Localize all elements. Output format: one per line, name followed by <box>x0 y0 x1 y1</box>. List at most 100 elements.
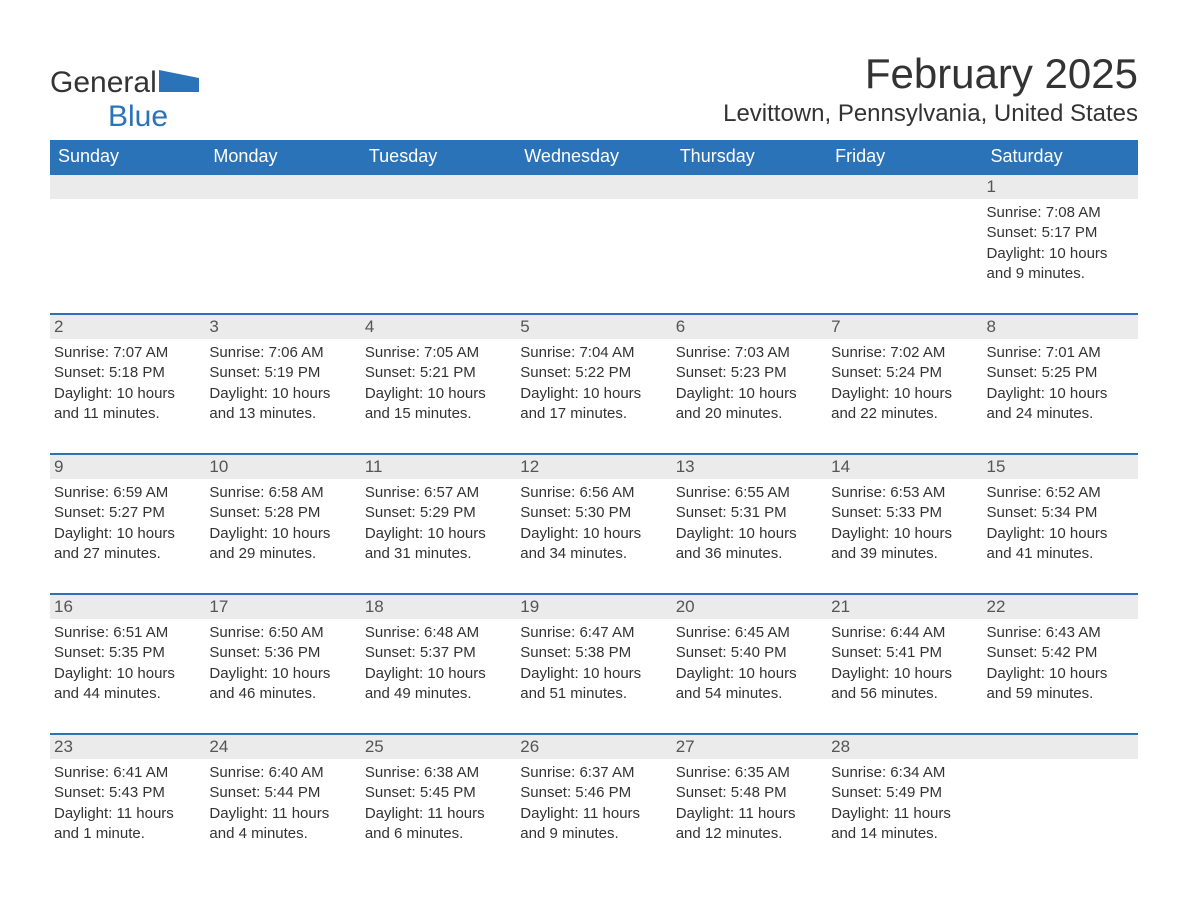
month-title: February 2025 <box>723 50 1138 98</box>
calendar-body: 1Sunrise: 7:08 AMSunset: 5:17 PMDaylight… <box>50 174 1138 874</box>
sunset-text: Sunset: 5:33 PM <box>831 503 978 523</box>
daylight-text: Daylight: 11 hours and 14 minutes. <box>831 804 978 845</box>
day-cell: 27Sunrise: 6:35 AMSunset: 5:48 PMDayligh… <box>672 734 827 874</box>
sunset-text: Sunset: 5:18 PM <box>54 363 201 383</box>
sunset-text: Sunset: 5:28 PM <box>209 503 356 523</box>
sunrise-text: Sunrise: 6:38 AM <box>365 763 512 783</box>
sunrise-text: Sunrise: 6:57 AM <box>365 483 512 503</box>
daylight-text: Daylight: 10 hours and 54 minutes. <box>676 664 823 705</box>
day-number <box>516 175 671 199</box>
day-cell: 25Sunrise: 6:38 AMSunset: 5:45 PMDayligh… <box>361 734 516 874</box>
day-detail: Sunrise: 6:41 AMSunset: 5:43 PMDaylight:… <box>54 763 201 844</box>
calendar-head: SundayMondayTuesdayWednesdayThursdayFrid… <box>50 140 1138 174</box>
sunrise-text: Sunrise: 6:34 AM <box>831 763 978 783</box>
sunrise-text: Sunrise: 6:44 AM <box>831 623 978 643</box>
day-cell <box>827 174 982 314</box>
week-row: 1Sunrise: 7:08 AMSunset: 5:17 PMDaylight… <box>50 174 1138 314</box>
day-number: 19 <box>516 595 671 619</box>
day-detail: Sunrise: 7:03 AMSunset: 5:23 PMDaylight:… <box>676 343 823 424</box>
sunset-text: Sunset: 5:36 PM <box>209 643 356 663</box>
sunrise-text: Sunrise: 6:45 AM <box>676 623 823 643</box>
sunrise-text: Sunrise: 6:58 AM <box>209 483 356 503</box>
flag-icon <box>159 70 199 92</box>
day-cell: 6 Sunrise: 7:03 AMSunset: 5:23 PMDaylight… <box>672 314 827 454</box>
day-detail: Sunrise: 6:57 AMSunset: 5:29 PMDaylight:… <box>365 483 512 564</box>
sunset-text: Sunset: 5:34 PM <box>987 503 1134 523</box>
day-cell: 20Sunrise: 6:45 AMSunset: 5:40 PMDayligh… <box>672 594 827 734</box>
day-header: Wednesday <box>516 140 671 174</box>
daylight-text: Daylight: 11 hours and 4 minutes. <box>209 804 356 845</box>
sunrise-text: Sunrise: 6:47 AM <box>520 623 667 643</box>
brand-word2: Blue <box>108 100 168 133</box>
sunrise-text: Sunrise: 6:52 AM <box>987 483 1134 503</box>
sunset-text: Sunset: 5:37 PM <box>365 643 512 663</box>
day-detail: Sunrise: 6:44 AMSunset: 5:41 PMDaylight:… <box>831 623 978 704</box>
daylight-text: Daylight: 10 hours and 20 minutes. <box>676 384 823 425</box>
sunrise-text: Sunrise: 7:05 AM <box>365 343 512 363</box>
day-detail: Sunrise: 6:52 AMSunset: 5:34 PMDaylight:… <box>987 483 1134 564</box>
day-number: 6 <box>672 315 827 339</box>
day-detail: Sunrise: 6:59 AMSunset: 5:27 PMDaylight:… <box>54 483 201 564</box>
sunset-text: Sunset: 5:38 PM <box>520 643 667 663</box>
day-number: 21 <box>827 595 982 619</box>
day-number <box>205 175 360 199</box>
sunrise-text: Sunrise: 7:08 AM <box>987 203 1134 223</box>
daylight-text: Daylight: 10 hours and 17 minutes. <box>520 384 667 425</box>
day-detail: Sunrise: 6:48 AMSunset: 5:37 PMDaylight:… <box>365 623 512 704</box>
day-number: 18 <box>361 595 516 619</box>
daylight-text: Daylight: 11 hours and 6 minutes. <box>365 804 512 845</box>
day-detail: Sunrise: 7:08 AMSunset: 5:17 PMDaylight:… <box>987 203 1134 284</box>
week-row: 23Sunrise: 6:41 AMSunset: 5:43 PMDayligh… <box>50 734 1138 874</box>
day-cell: 19 Sunrise: 6:47 AMSunset: 5:38 PMDayligh… <box>516 594 671 734</box>
daylight-text: Daylight: 10 hours and 51 minutes. <box>520 664 667 705</box>
day-number: 16 <box>50 595 205 619</box>
sunrise-text: Sunrise: 7:06 AM <box>209 343 356 363</box>
day-number: 11 <box>361 455 516 479</box>
sunset-text: Sunset: 5:21 PM <box>365 363 512 383</box>
day-cell: 18 Sunrise: 6:48 AMSunset: 5:37 PMDayligh… <box>361 594 516 734</box>
day-cell: 11 Sunrise: 6:57 AMSunset: 5:29 PMDayligh… <box>361 454 516 594</box>
sunrise-text: Sunrise: 6:53 AM <box>831 483 978 503</box>
sunset-text: Sunset: 5:24 PM <box>831 363 978 383</box>
day-number <box>983 735 1138 759</box>
day-detail: Sunrise: 6:47 AMSunset: 5:38 PMDaylight:… <box>520 623 667 704</box>
day-header: Friday <box>827 140 982 174</box>
page-header: General Blue February 2025 Levittown, Pe… <box>50 50 1138 134</box>
brand-word1: General <box>50 66 157 99</box>
day-number: 25 <box>361 735 516 759</box>
daylight-text: Daylight: 10 hours and 41 minutes. <box>987 524 1134 565</box>
daylight-text: Daylight: 10 hours and 24 minutes. <box>987 384 1134 425</box>
sunset-text: Sunset: 5:17 PM <box>987 223 1134 243</box>
daylight-text: Daylight: 10 hours and 34 minutes. <box>520 524 667 565</box>
day-detail: Sunrise: 6:50 AMSunset: 5:36 PMDaylight:… <box>209 623 356 704</box>
daylight-text: Daylight: 10 hours and 36 minutes. <box>676 524 823 565</box>
daylight-text: Daylight: 10 hours and 56 minutes. <box>831 664 978 705</box>
day-header: Sunday <box>50 140 205 174</box>
day-header: Tuesday <box>361 140 516 174</box>
day-cell: 13Sunrise: 6:55 AMSunset: 5:31 PMDayligh… <box>672 454 827 594</box>
day-number: 8 <box>983 315 1138 339</box>
day-number: 7 <box>827 315 982 339</box>
sunset-text: Sunset: 5:25 PM <box>987 363 1134 383</box>
day-number <box>361 175 516 199</box>
daylight-text: Daylight: 10 hours and 59 minutes. <box>987 664 1134 705</box>
day-header: Monday <box>205 140 360 174</box>
day-detail: Sunrise: 7:05 AMSunset: 5:21 PMDaylight:… <box>365 343 512 424</box>
day-cell: 4Sunrise: 7:05 AMSunset: 5:21 PMDaylight… <box>361 314 516 454</box>
sunrise-text: Sunrise: 6:50 AM <box>209 623 356 643</box>
sunset-text: Sunset: 5:42 PM <box>987 643 1134 663</box>
day-detail: Sunrise: 6:40 AMSunset: 5:44 PMDaylight:… <box>209 763 356 844</box>
day-number: 28 <box>827 735 982 759</box>
daylight-text: Daylight: 10 hours and 39 minutes. <box>831 524 978 565</box>
sunrise-text: Sunrise: 7:04 AM <box>520 343 667 363</box>
day-cell: 3Sunrise: 7:06 AMSunset: 5:19 PMDaylight… <box>205 314 360 454</box>
day-cell <box>672 174 827 314</box>
sunset-text: Sunset: 5:27 PM <box>54 503 201 523</box>
sunrise-text: Sunrise: 6:59 AM <box>54 483 201 503</box>
sunrise-text: Sunrise: 7:02 AM <box>831 343 978 363</box>
day-detail: Sunrise: 6:43 AMSunset: 5:42 PMDaylight:… <box>987 623 1134 704</box>
day-cell: 22Sunrise: 6:43 AMSunset: 5:42 PMDayligh… <box>983 594 1138 734</box>
day-header: Thursday <box>672 140 827 174</box>
day-number: 26 <box>516 735 671 759</box>
week-row: 2Sunrise: 7:07 AMSunset: 5:18 PMDaylight… <box>50 314 1138 454</box>
